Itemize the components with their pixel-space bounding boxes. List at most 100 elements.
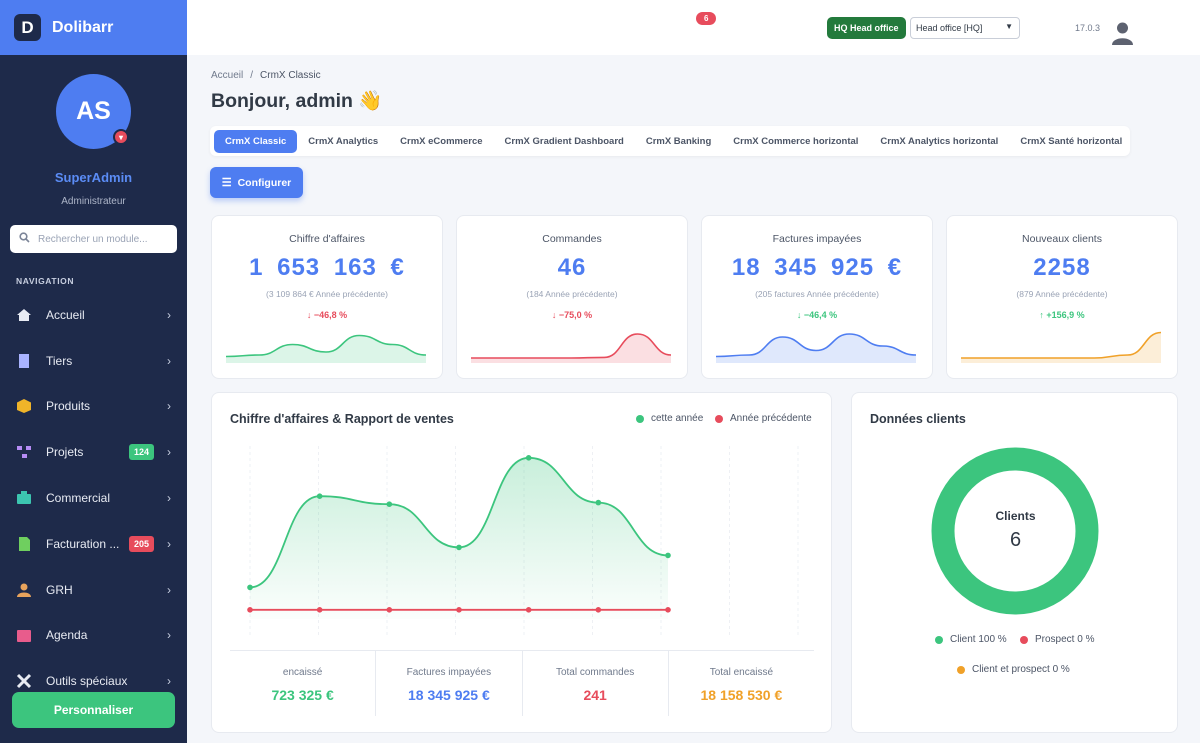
- module-search-input[interactable]: Rechercher un module...: [10, 225, 177, 253]
- chevron-right-icon: ›: [167, 491, 171, 506]
- sidebar-item-grh[interactable]: GRH ›: [0, 567, 187, 613]
- sparkline-line: [716, 333, 916, 358]
- tab-crmx-banking[interactable]: CrmX Banking: [645, 135, 712, 147]
- building-icon: [16, 353, 32, 369]
- data-point[interactable]: [525, 455, 532, 461]
- nav-section-title: NAVIGATION: [16, 276, 75, 286]
- sidebar-item-outils-spéciaux[interactable]: Outils spéciaux ›: [0, 658, 187, 704]
- data-point[interactable]: [386, 501, 393, 507]
- sitemap-icon: [16, 444, 32, 460]
- page-title: Bonjour, admin 👋: [211, 90, 383, 112]
- tab-crmx-ecommerce[interactable]: CrmX eCommerce: [400, 135, 483, 147]
- kpi-card[interactable]: Commandes 46 (184 Année précédente) ↓ −75,0…: [456, 215, 688, 379]
- sales-card-title: Chiffre d'affaires & Rapport de ventes: [230, 412, 454, 426]
- dashboard-tabs: CrmX Classic CrmX Analytics CrmX eCommerce…: [210, 126, 1130, 156]
- sidebar-item-facturation[interactable]: Facturation ... 205 ›: [0, 521, 187, 567]
- sidebar-item-agenda[interactable]: Agenda ›: [0, 613, 187, 659]
- avatar-initials: AS: [76, 97, 111, 125]
- sidebar-item-label: Projets: [46, 445, 84, 460]
- clients-card: Données clients Clients 6 Client 100 % P…: [851, 392, 1178, 733]
- data-point[interactable]: [247, 584, 253, 591]
- configure-button[interactable]: ☰ Configurer: [210, 167, 303, 198]
- kpi-previous-year: (205 factures Année précédente): [755, 289, 879, 299]
- personalize-button[interactable]: Personnaliser: [12, 692, 175, 728]
- series-area-0: [250, 457, 668, 619]
- legend-client[interactable]: Client 100 %: [935, 634, 1007, 645]
- brand-header[interactable]: D Dolibarr: [0, 0, 187, 55]
- breadcrumb-home[interactable]: Accueil: [211, 70, 244, 81]
- kpi-change: ↓ −75,0 %: [551, 310, 593, 320]
- tab-crmx-santé-horizontal[interactable]: CrmX Santé horizontal: [1020, 135, 1123, 147]
- data-point[interactable]: [456, 544, 462, 551]
- kpi-previous-year: (879 Année précédente): [1016, 289, 1108, 299]
- legend-prospect[interactable]: Prospect 0 %: [1020, 634, 1094, 645]
- sparkline-area: [226, 335, 426, 363]
- summary-value: 241: [583, 687, 607, 703]
- sparkline-area: [471, 334, 671, 363]
- data-point[interactable]: [247, 607, 253, 613]
- search-placeholder: Rechercher un module...: [38, 233, 148, 245]
- data-point[interactable]: [665, 552, 671, 559]
- legend-dot: [935, 635, 943, 644]
- sparkline-line: [226, 334, 426, 358]
- chevron-down-icon[interactable]: ▾: [113, 129, 129, 145]
- data-point[interactable]: [525, 607, 532, 613]
- sidebar-item-accueil[interactable]: Accueil ›: [0, 292, 187, 338]
- user-avatar-icon[interactable]: [1112, 21, 1133, 45]
- sparkline-line: [961, 331, 1161, 359]
- legend-label: Client et prospect 0 %: [972, 664, 1070, 675]
- data-point[interactable]: [595, 499, 602, 506]
- tab-crmx-commerce-horizontal[interactable]: CrmX Commerce horizontal: [733, 135, 859, 147]
- chevron-right-icon: ›: [167, 353, 171, 368]
- legend-this-year[interactable]: cette année: [636, 413, 703, 424]
- entity-select[interactable]: Head office [HQ] ▼: [910, 17, 1020, 39]
- data-point[interactable]: [595, 607, 602, 613]
- notification-badge[interactable]: 6: [696, 12, 717, 25]
- topbar: 6 HQ Head office Head office [HQ] ▼ 17.0…: [187, 0, 1200, 55]
- user-name[interactable]: SuperAdmin: [54, 170, 133, 185]
- kpi-card[interactable]: Nouveaux clients 2258 (879 Année précédent…: [946, 215, 1178, 379]
- data-point[interactable]: [665, 607, 671, 613]
- sidebar-item-projets[interactable]: Projets 124 ›: [0, 429, 187, 475]
- tab-crmx-analytics[interactable]: CrmX Analytics: [308, 135, 379, 147]
- chevron-right-icon: ›: [167, 674, 171, 689]
- sidebar: D Dolibarr AS ▾ SuperAdmin Administrateu…: [0, 0, 187, 743]
- tab-crmx-classic[interactable]: CrmX Classic: [214, 129, 298, 153]
- chevron-right-icon: ›: [167, 307, 171, 322]
- sidebar-item-label: Produits: [46, 399, 91, 414]
- data-point[interactable]: [316, 607, 323, 613]
- tab-crmx-gradient-dashboard[interactable]: CrmX Gradient Dashboard: [504, 135, 624, 147]
- kpi-sparkline: [226, 334, 426, 363]
- kpi-value: 1 653 163 €: [249, 254, 405, 281]
- tab-crmx-analytics-horizontal[interactable]: CrmX Analytics horizontal: [880, 135, 999, 147]
- briefcase-icon: [16, 490, 32, 506]
- kpi-title: Nouveaux clients: [1022, 233, 1102, 245]
- summary-label: Total commandes: [555, 667, 635, 678]
- invoice-icon: [16, 536, 32, 552]
- sidebar-item-label: GRH: [46, 582, 73, 597]
- entity-badge: HQ Head office: [827, 17, 906, 39]
- sidebar-item-commercial[interactable]: Commercial ›: [0, 475, 187, 521]
- sales-chart: [247, 446, 799, 636]
- legend-dot: [636, 414, 644, 423]
- chevron-right-icon: ›: [167, 399, 171, 414]
- sidebar-item-produits[interactable]: Produits ›: [0, 384, 187, 430]
- chevron-right-icon: ›: [167, 536, 171, 551]
- data-point[interactable]: [386, 607, 393, 613]
- donut-segment-client[interactable]: [931, 447, 1099, 615]
- sidebar-item-tiers[interactable]: Tiers ›: [0, 338, 187, 384]
- summary-cell: Total commandes 241: [523, 651, 669, 716]
- legend-label: Client 100 %: [950, 634, 1007, 645]
- count-badge: 205: [128, 535, 154, 552]
- kpi-card[interactable]: Factures impayées 18 345 925 € (205 factur…: [701, 215, 933, 379]
- kpi-card[interactable]: Chiffre d'affaires 1 653 163 € (3 109 864 …: [211, 215, 443, 379]
- data-point[interactable]: [316, 493, 323, 499]
- legend-client-and-prospect[interactable]: Client et prospect 0 %: [957, 664, 1070, 675]
- data-point[interactable]: [456, 607, 462, 613]
- legend-previous-year[interactable]: Année précédente: [715, 413, 812, 424]
- kpi-title: Chiffre d'affaires: [289, 233, 365, 245]
- breadcrumb: Accueil / CrmX Classic: [211, 70, 321, 81]
- donut-center-value: 6: [1009, 529, 1022, 551]
- kpi-sparkline: [716, 333, 916, 363]
- avatar[interactable]: AS ▾: [56, 74, 131, 149]
